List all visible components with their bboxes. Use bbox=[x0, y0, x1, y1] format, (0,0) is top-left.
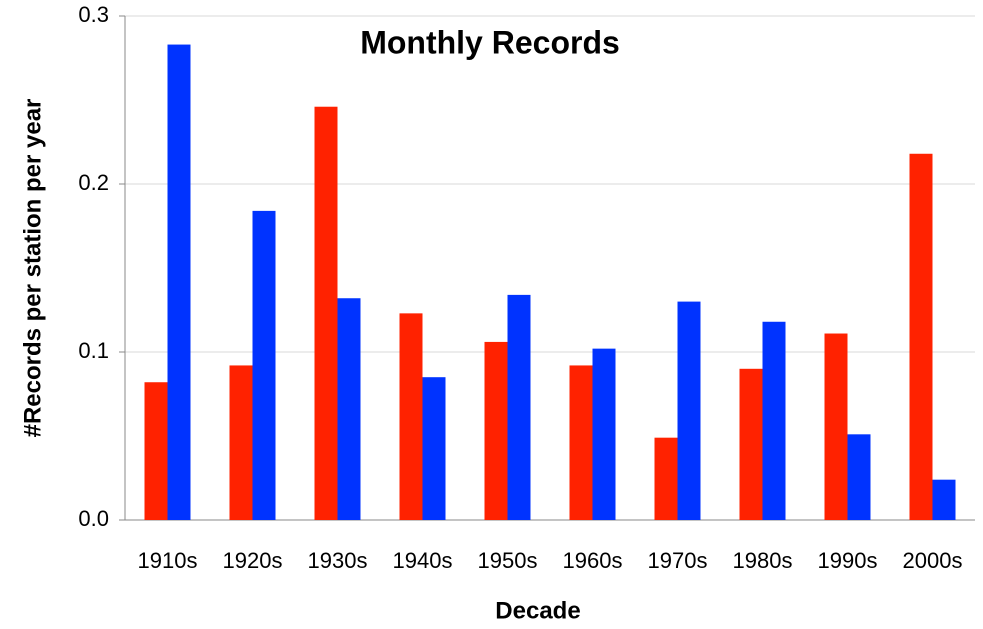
x-tick-label: 1940s bbox=[393, 548, 453, 573]
x-tick-label: 1970s bbox=[648, 548, 708, 573]
bar bbox=[654, 437, 678, 520]
x-tick-label: 1910s bbox=[138, 548, 198, 573]
bar bbox=[167, 44, 191, 521]
x-tick-label: 2000s bbox=[903, 548, 963, 573]
x-tick-label: 1960s bbox=[563, 548, 623, 573]
x-tick-label: 1930s bbox=[308, 548, 368, 573]
bar bbox=[739, 368, 763, 520]
x-tick-label: 1990s bbox=[818, 548, 878, 573]
x-axis-label: Decade bbox=[495, 597, 580, 624]
bar bbox=[909, 153, 933, 520]
bar bbox=[484, 341, 508, 520]
chart-title: Monthly Records bbox=[360, 24, 620, 60]
y-tick-label: 0.0 bbox=[78, 506, 109, 531]
y-tick-label: 0.1 bbox=[78, 338, 109, 363]
y-tick-label: 0.3 bbox=[78, 2, 109, 27]
x-tick-label: 1980s bbox=[733, 548, 793, 573]
bar bbox=[932, 479, 956, 520]
bar bbox=[229, 365, 253, 520]
x-tick-label: 1920s bbox=[223, 548, 283, 573]
bar bbox=[337, 298, 361, 520]
bar bbox=[252, 210, 276, 520]
bar bbox=[399, 313, 423, 520]
bar bbox=[422, 377, 446, 520]
y-axis-label: #Records per station per year bbox=[19, 99, 46, 438]
bar bbox=[569, 365, 593, 520]
bar bbox=[592, 348, 616, 520]
bar bbox=[507, 294, 531, 520]
bar bbox=[762, 321, 786, 520]
bar bbox=[824, 333, 848, 520]
bar bbox=[677, 301, 701, 520]
bar bbox=[847, 434, 871, 520]
x-tick-label: 1950s bbox=[478, 548, 538, 573]
bar bbox=[144, 382, 168, 520]
y-tick-label: 0.2 bbox=[78, 170, 109, 195]
bar bbox=[314, 106, 338, 520]
